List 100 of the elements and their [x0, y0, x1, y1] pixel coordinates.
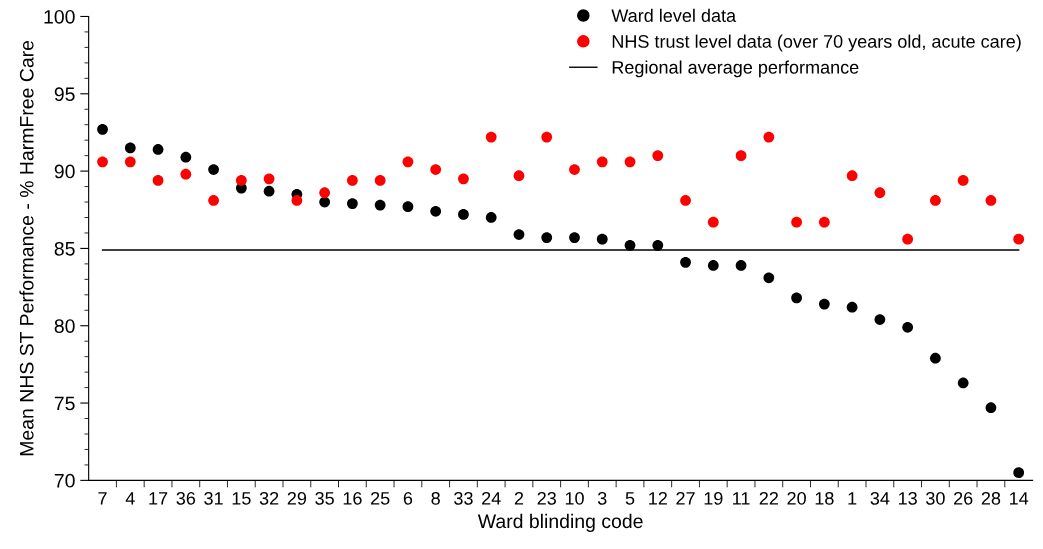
point — [374, 175, 386, 186]
y-tick-label: 85 — [54, 241, 75, 256]
point — [124, 156, 136, 168]
point — [707, 260, 719, 271]
point — [902, 321, 914, 333]
point — [763, 131, 775, 143]
point — [319, 187, 331, 199]
point — [930, 195, 941, 206]
x-tick-label: 26 — [954, 491, 973, 505]
x-tick-label: 8 — [431, 491, 440, 505]
point — [874, 314, 886, 325]
point — [652, 239, 664, 251]
y-tick-label: 100 — [44, 9, 75, 24]
x-tick-label: 1 — [848, 492, 857, 505]
point — [985, 195, 997, 206]
x-tick-label: 25 — [371, 491, 390, 505]
x-tick-label: 11 — [733, 492, 750, 505]
point — [291, 195, 303, 206]
x-tick-label: 13 — [898, 491, 917, 505]
point — [902, 233, 914, 245]
x-tick-label: 16 — [343, 491, 362, 505]
point — [180, 151, 192, 163]
point — [624, 239, 636, 251]
point — [458, 209, 469, 220]
x-tick-label: 27 — [676, 491, 695, 505]
y-tick-label: 95 — [54, 87, 75, 102]
x-tick-label: 14 — [1010, 492, 1029, 505]
x-tick-label: 3 — [597, 491, 607, 505]
x-tick-label: 10 — [565, 491, 584, 505]
point — [624, 156, 636, 168]
y-tick-label: 80 — [54, 319, 75, 333]
x-tick-label: 20 — [787, 491, 806, 505]
point — [430, 205, 442, 217]
point — [513, 170, 525, 182]
x-tick-label: 30 — [926, 491, 945, 505]
x-tick-label: 29 — [287, 491, 307, 505]
point — [402, 201, 414, 213]
legend-label: NHS trust level data (over 70 years old, acute care) — [612, 34, 1021, 52]
y-axis-title: Mean NHS ST Performance - % HarmFree Care — [19, 40, 34, 456]
point — [347, 175, 358, 186]
x-tick-label: 22 — [759, 491, 778, 505]
x-tick-label: 15 — [232, 492, 251, 505]
point — [818, 216, 830, 228]
point — [485, 131, 497, 143]
point — [152, 175, 164, 186]
x-tick-label: 36 — [176, 491, 196, 505]
point — [846, 301, 858, 313]
point — [680, 256, 691, 268]
x-tick-label: 34 — [870, 491, 890, 505]
point — [596, 233, 608, 245]
point — [208, 164, 219, 175]
x-tick-label: 33 — [454, 491, 473, 505]
point — [569, 164, 580, 175]
point — [124, 142, 136, 154]
point — [97, 123, 108, 135]
point — [930, 352, 941, 364]
point — [985, 402, 997, 414]
point — [513, 229, 525, 240]
legend-label: Regional average performance — [612, 60, 859, 78]
x-tick-label: 17 — [149, 492, 168, 505]
point — [735, 260, 747, 271]
x-tick-label: 4 — [125, 492, 135, 505]
x-tick-label: 7 — [98, 492, 107, 505]
point — [152, 144, 164, 155]
x-tick-label: 31 — [204, 491, 223, 505]
point — [541, 232, 553, 243]
point — [180, 168, 192, 180]
point — [846, 170, 858, 182]
point — [97, 156, 108, 168]
point — [458, 173, 469, 185]
point — [818, 298, 830, 310]
point — [1013, 467, 1025, 479]
x-tick-label: 18 — [815, 491, 834, 505]
x-tick-label: 23 — [537, 491, 556, 505]
point — [1013, 233, 1025, 245]
point — [652, 150, 664, 162]
x-tick-label: 28 — [981, 491, 1001, 505]
x-tick-label: 32 — [259, 491, 279, 505]
point — [957, 175, 969, 186]
point — [374, 199, 386, 211]
point — [263, 185, 275, 197]
point — [485, 212, 497, 223]
point — [707, 216, 719, 228]
point — [957, 377, 969, 389]
point — [680, 195, 691, 206]
point — [263, 173, 275, 185]
y-tick-label: 70 — [54, 473, 75, 488]
x-tick-label: 2 — [514, 491, 524, 505]
point — [763, 272, 775, 284]
point — [208, 195, 219, 206]
x-tick-label: 12 — [649, 491, 667, 505]
point — [735, 150, 747, 162]
point — [402, 156, 414, 168]
point — [569, 232, 580, 243]
point — [596, 156, 608, 168]
legend-label: Ward level data — [611, 8, 737, 23]
x-tick-label: 35 — [315, 491, 334, 505]
x-axis-title: Ward blinding code — [477, 513, 643, 532]
x-tick-label: 24 — [482, 491, 501, 505]
point — [874, 187, 886, 199]
